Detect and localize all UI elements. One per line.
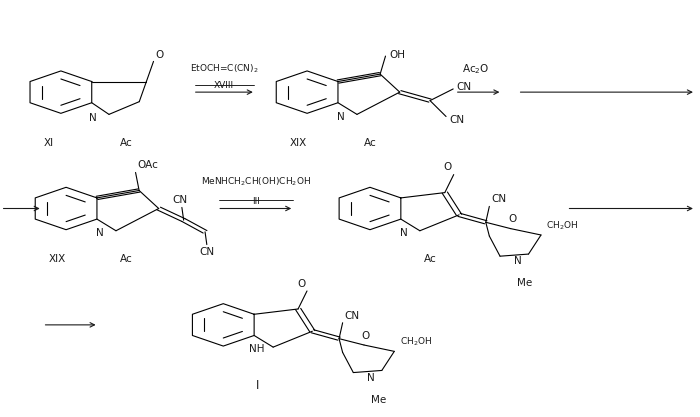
Text: N: N (367, 373, 374, 383)
Text: Me: Me (517, 279, 533, 289)
Text: OAc: OAc (137, 161, 158, 171)
Text: N: N (514, 256, 522, 266)
Text: N: N (89, 113, 97, 123)
Text: MeNHCH$_2$CH(OH)CH$_2$OH: MeNHCH$_2$CH(OH)CH$_2$OH (201, 175, 311, 188)
Text: O: O (362, 331, 370, 341)
Text: XI: XI (43, 138, 54, 148)
Text: CN: CN (199, 246, 214, 256)
Text: CN: CN (449, 115, 465, 125)
Text: CN: CN (456, 82, 472, 92)
Text: N: N (337, 111, 345, 121)
Text: CN: CN (344, 311, 360, 321)
Text: XIX: XIX (48, 254, 66, 264)
Text: OH: OH (389, 50, 405, 60)
Text: III: III (252, 197, 260, 206)
Text: Me: Me (370, 395, 386, 405)
Text: Ac: Ac (364, 138, 377, 148)
Text: CH$_2$OH: CH$_2$OH (546, 219, 579, 232)
Text: Ac$_2$O: Ac$_2$O (462, 63, 489, 76)
Text: XVIII: XVIII (214, 81, 234, 90)
Text: I: I (256, 379, 260, 392)
Text: CH$_2$OH: CH$_2$OH (400, 336, 432, 348)
Text: NH: NH (249, 344, 265, 354)
Text: O: O (155, 50, 164, 60)
Text: Ac: Ac (424, 254, 436, 264)
Text: Ac: Ac (120, 138, 132, 148)
Text: CN: CN (491, 194, 506, 204)
Text: O: O (444, 163, 452, 173)
Text: N: N (96, 228, 104, 238)
Text: N: N (400, 228, 407, 238)
Text: EtOCH=C(CN)$_2$: EtOCH=C(CN)$_2$ (190, 62, 258, 75)
Text: CN: CN (172, 195, 188, 205)
Text: O: O (297, 279, 305, 289)
Text: XIX: XIX (289, 138, 307, 148)
Text: Ac: Ac (120, 254, 132, 264)
Text: O: O (508, 214, 517, 224)
